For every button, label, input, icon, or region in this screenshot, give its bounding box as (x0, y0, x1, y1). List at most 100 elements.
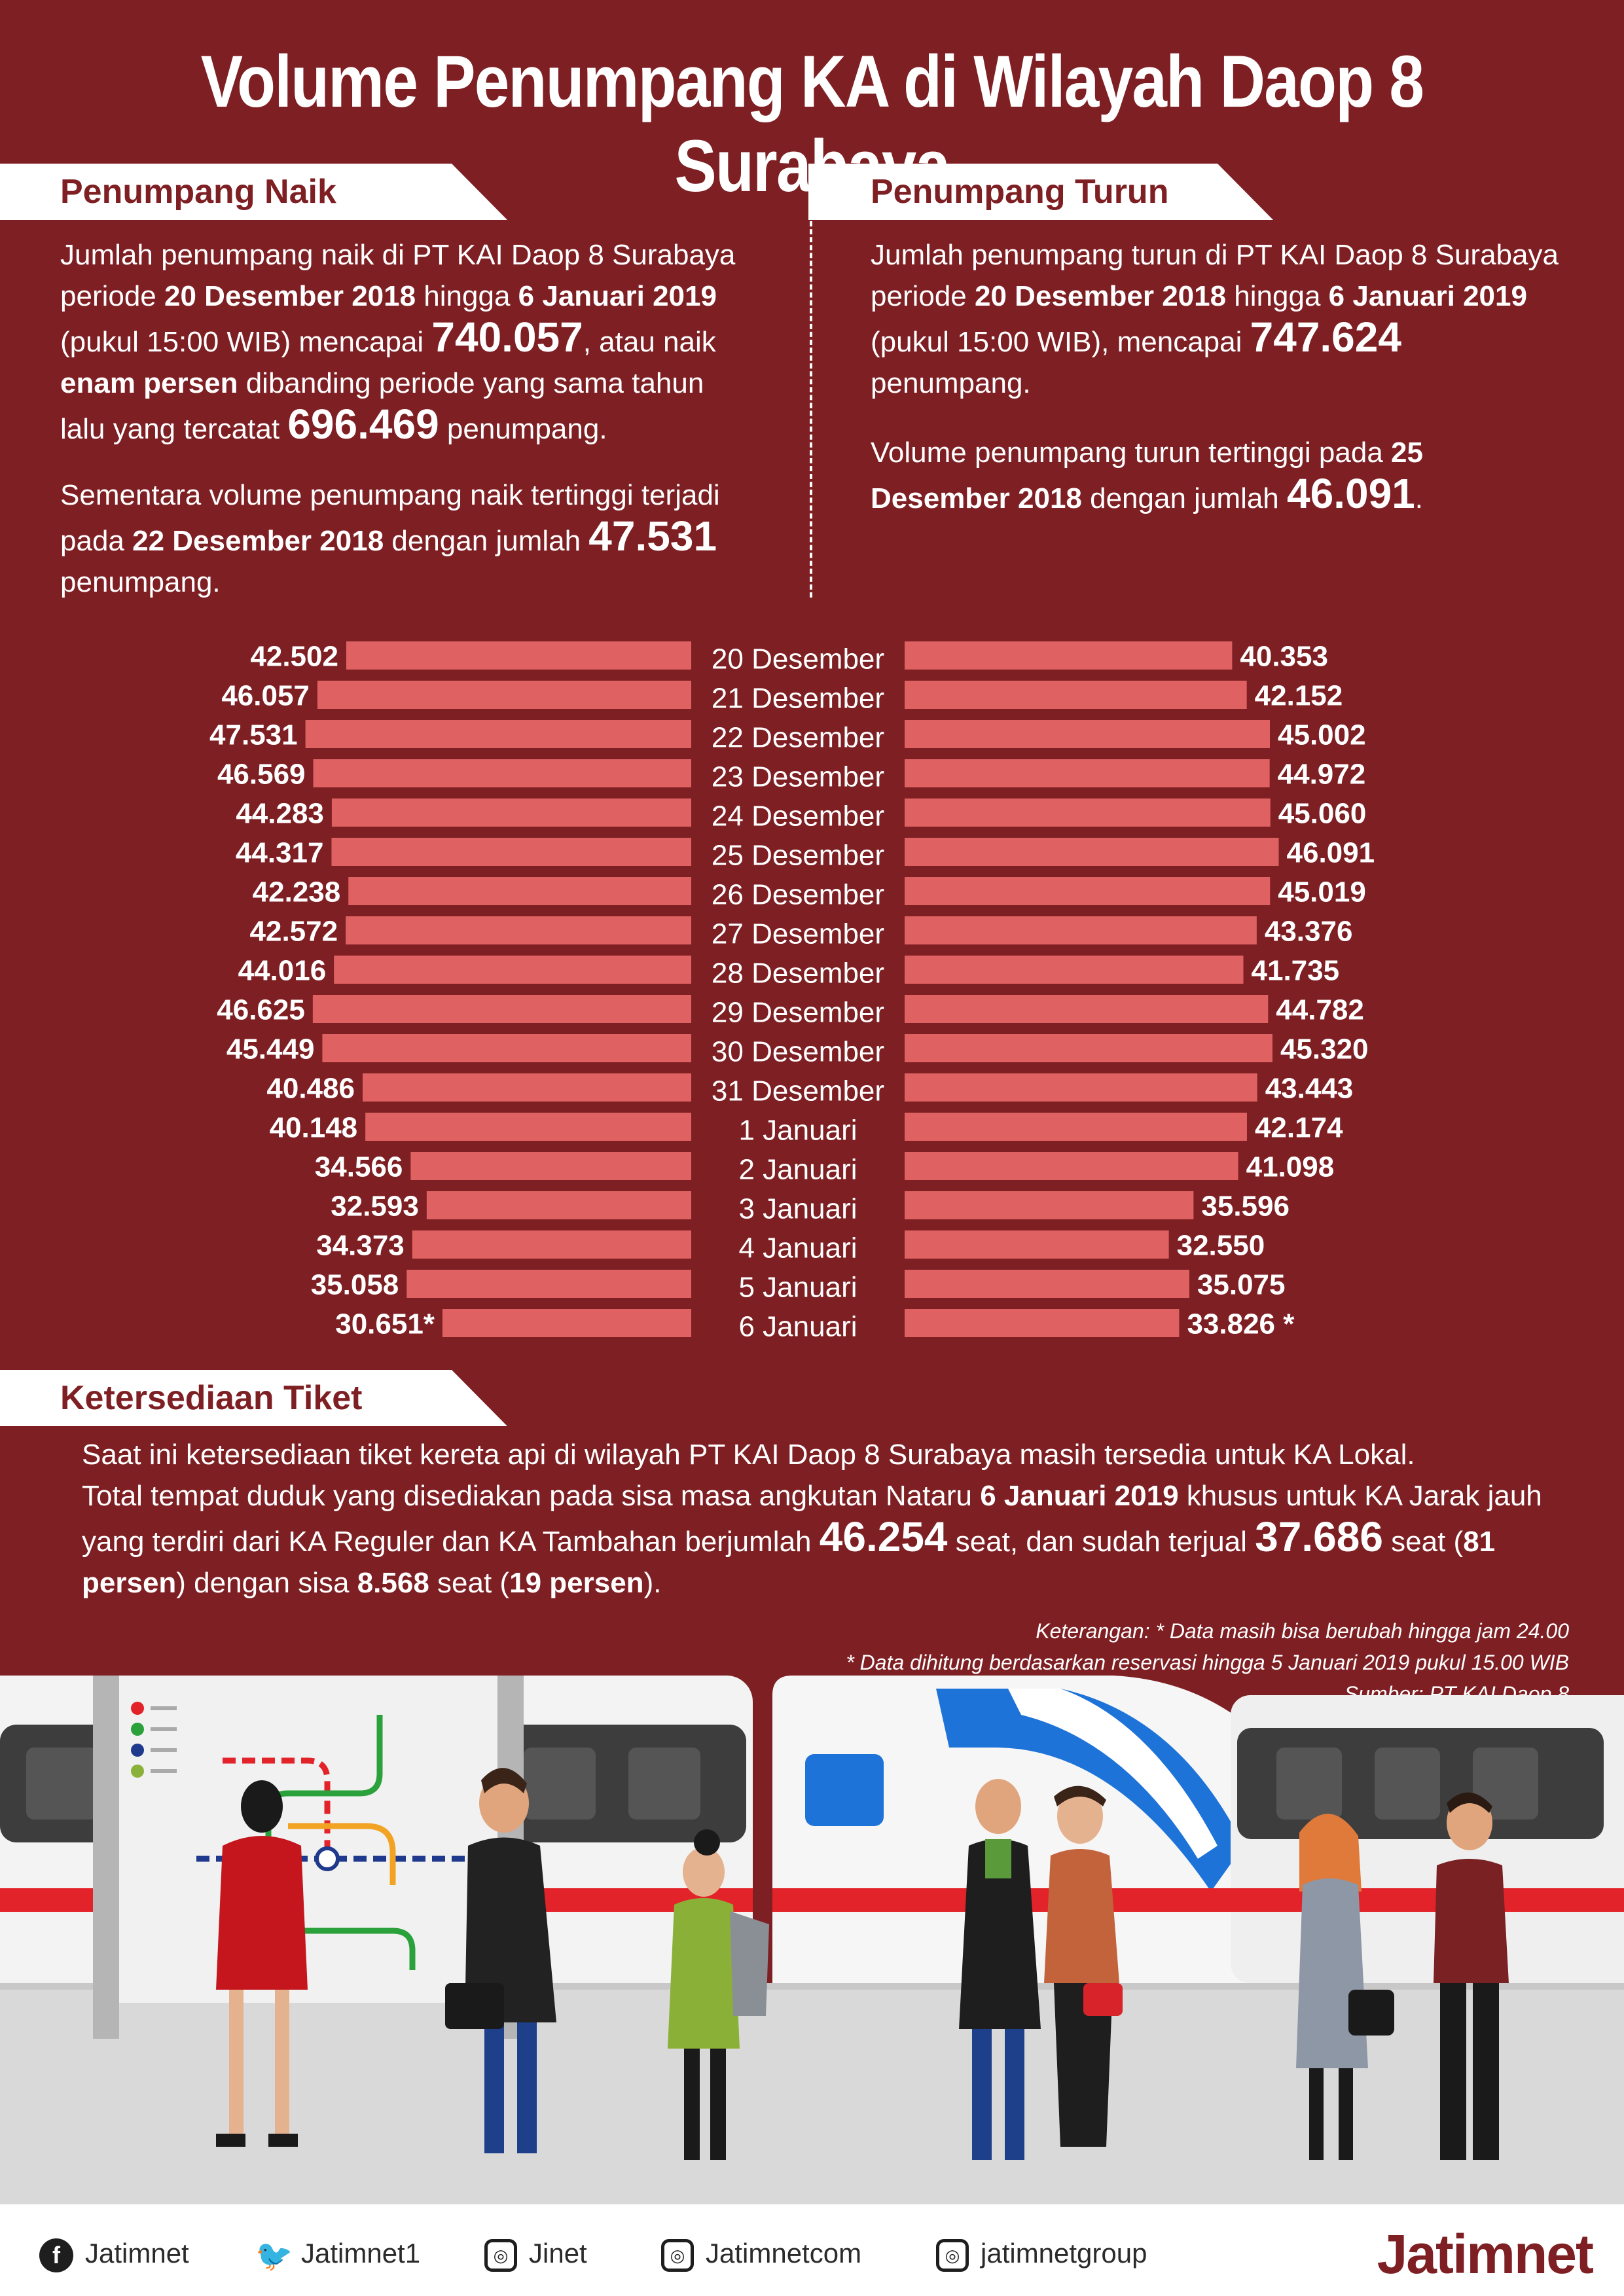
turun-paragraph-2: Volume penumpang turun tertinggi pada 25… (871, 437, 1423, 517)
bar-turun (905, 641, 1233, 670)
bar-naik (322, 1034, 692, 1062)
bar-label-turun: 43.443 (1265, 1073, 1354, 1105)
naik-paragraph-1: Jumlah penumpang naik di PT KAI Daop 8 S… (60, 239, 736, 448)
naik-section: Penumpang Naik Jumlah penumpang naik di … (0, 164, 785, 598)
category-label: 23 Desember (712, 761, 884, 793)
bar-turun (905, 995, 1269, 1023)
bar-label-naik: 46.625 (217, 994, 305, 1026)
bar-naik (331, 798, 691, 827)
bar-turun (905, 877, 1271, 905)
bar-naik (365, 1113, 691, 1141)
bar-naik (406, 1270, 691, 1298)
bar-naik (410, 1152, 691, 1180)
bar-label-naik: 40.148 (270, 1112, 358, 1144)
naik-heading-tab (0, 164, 507, 220)
note-2: * Data dihitung berdasarkan reservasi hi… (846, 1651, 1569, 1674)
category-label: 27 Desember (712, 918, 884, 950)
station-illustration (0, 1676, 1624, 2204)
bar-label-turun: 45.019 (1278, 876, 1366, 908)
bar-label-turun: 32.550 (1177, 1230, 1265, 1262)
bar-naik (442, 1309, 691, 1337)
peak-turun-value: 46.091 (1287, 470, 1415, 517)
bar-naik (412, 1230, 691, 1259)
bar-label-turun: 35.596 (1201, 1191, 1290, 1223)
passenger-green-jacket (668, 1829, 769, 2160)
bar-label-turun: 41.735 (1252, 955, 1340, 987)
tiket-heading-tab (0, 1370, 507, 1426)
bar-naik (313, 759, 691, 787)
bar-turun (905, 1073, 1257, 1102)
bar-naik (426, 1191, 691, 1219)
bar-naik (305, 720, 691, 748)
passenger-bar-chart: 42.502 20 Desember 40.353 46.057 21 Desember… (209, 641, 1375, 1343)
prev-year-value: 696.469 (287, 401, 439, 448)
brand-logo: Jatimnet (1377, 2223, 1594, 2285)
bar-label-turun: 44.782 (1276, 994, 1364, 1026)
bar-turun (905, 681, 1247, 709)
instagram-link-1[interactable]: ◎ Jinet (484, 2234, 587, 2273)
category-label: 25 Desember (712, 840, 884, 872)
bar-naik (317, 681, 691, 709)
facebook-icon: f (39, 2238, 73, 2272)
bar-naik (348, 877, 691, 905)
bar-label-naik: 42.502 (250, 641, 338, 673)
tiket-section: Ketersediaan Tiket Saat ini ketersediaan… (0, 1370, 1624, 1619)
bar-label-naik: 34.373 (316, 1230, 405, 1262)
bar-naik (331, 838, 691, 866)
bar-turun (905, 1309, 1180, 1337)
bar-label-turun: 41.098 (1246, 1151, 1335, 1183)
twitter-link[interactable]: 🐦 Jatimnet1 (255, 2238, 421, 2272)
bar-label-naik: 44.016 (238, 955, 327, 987)
bar-naik (346, 916, 691, 944)
bar-turun (905, 1191, 1194, 1219)
instagram-icon: ◎ (661, 2238, 694, 2272)
bar-label-naik: 30.651* (335, 1308, 435, 1340)
bar-label-naik: 47.531 (209, 719, 298, 751)
bar-label-turun: 42.152 (1255, 680, 1343, 712)
category-label: 6 Januari (738, 1311, 857, 1343)
naik-heading: Penumpang Naik (60, 173, 336, 211)
passenger-maroon-sweater (1434, 1792, 1509, 2160)
section-divider (810, 221, 812, 598)
bar-label-naik: 42.238 (253, 876, 341, 908)
category-label: 28 Desember (712, 958, 884, 990)
note-1: Keterangan: * Data masih bisa berubah hi… (1036, 1619, 1569, 1643)
category-label: 20 Desember (712, 643, 884, 675)
category-label: 31 Desember (712, 1075, 884, 1107)
total-naik-value: 740.057 (431, 314, 583, 361)
bar-turun (905, 1113, 1247, 1141)
passenger-brown-jacket (1044, 1785, 1123, 2147)
category-label: 1 Januari (738, 1115, 857, 1147)
instagram-link-3[interactable]: ◎ jatimnetgroup (936, 2234, 1147, 2273)
bar-turun (905, 759, 1270, 787)
bar-turun (905, 720, 1271, 748)
bar-naik (312, 995, 692, 1023)
category-label: 2 Januari (738, 1154, 857, 1186)
bar-label-turun: 44.972 (1278, 759, 1366, 791)
tiket-paragraph: Saat ini ketersediaan tiket kereta api d… (82, 1439, 1542, 1599)
instagram-link-2[interactable]: ◎ Jatimnetcom (661, 2234, 861, 2273)
bar-label-naik: 35.058 (311, 1269, 399, 1301)
bar-label-naik: 45.449 (226, 1033, 315, 1066)
passenger-red-coat (216, 1780, 308, 2147)
bar-label-naik: 34.566 (315, 1151, 403, 1183)
passenger-black-coat (445, 1768, 556, 2153)
notes: Keterangan: * Data masih bisa berubah hi… (846, 1615, 1569, 1710)
turun-section: Penumpang Turun Jumlah penumpang turun d… (808, 164, 1624, 596)
facebook-link[interactable]: f Jatimnet (39, 2234, 189, 2273)
bar-turun (905, 1152, 1238, 1180)
turun-heading: Penumpang Turun (871, 173, 1169, 211)
turun-paragraph-1: Jumlah penumpang turun di PT KAI Daop 8 … (871, 239, 1559, 399)
category-label: 3 Januari (738, 1193, 857, 1225)
bar-label-turun: 45.060 (1278, 798, 1367, 830)
bar-label-naik: 42.572 (250, 916, 338, 948)
bar-label-turun: 43.376 (1265, 916, 1353, 948)
bar-label-turun: 46.091 (1287, 837, 1375, 869)
footer: f Jatimnet 🐦 Jatimnet1 ◎ Jinet ◎ Jatimnetcom… (0, 2204, 1624, 2296)
bar-turun (905, 1230, 1169, 1259)
bar-turun (905, 916, 1257, 944)
bar-label-naik: 32.593 (331, 1191, 419, 1223)
bar-label-turun: 45.002 (1278, 719, 1366, 751)
category-label: 5 Januari (738, 1272, 857, 1304)
bar-naik (334, 956, 691, 984)
